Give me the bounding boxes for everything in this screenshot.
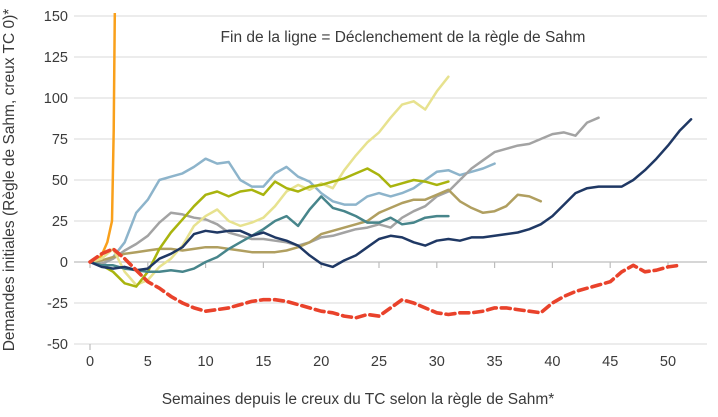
series-line-teal [88, 195, 450, 274]
series-line-tan [88, 188, 543, 264]
y-tick-label: 75 [52, 132, 68, 148]
x-tick-label: 15 [255, 354, 271, 370]
y-tick-label: 100 [44, 91, 68, 107]
y-tick-label: -50 [47, 337, 68, 353]
x-tick-label: 50 [660, 354, 676, 370]
x-tick-label: 20 [313, 354, 329, 370]
y-tick-label: 50 [52, 173, 68, 189]
x-tick-label: 45 [602, 354, 618, 370]
y-tick-label: 125 [44, 50, 68, 66]
chart-annotation: Fin de la ligne = Déclenchement de la rè… [221, 29, 586, 46]
series-line-gray [88, 116, 600, 265]
series-line-red-dashed-current [88, 247, 682, 320]
y-tick-label: 25 [52, 214, 68, 230]
x-tick-label: 25 [371, 354, 387, 370]
x-tick-label: 0 [86, 354, 94, 370]
series-line-pale-yellow [88, 75, 450, 287]
x-axis-title: Semaines depuis le creux du TC selon la … [162, 391, 555, 408]
series-line-orange-spike [88, 13, 117, 264]
x-tick-label: 10 [198, 354, 214, 370]
x-tick-label: 5 [144, 354, 152, 370]
gridlines [74, 15, 707, 350]
y-tick-label: 150 [44, 9, 68, 25]
y-axis-title: Demandes initiales (Règle de Sahm, creux… [1, 9, 18, 352]
x-tick-label: 40 [544, 354, 560, 370]
y-tick-label: -25 [47, 296, 68, 312]
x-tick-label: 35 [487, 354, 503, 370]
x-tick-label: 30 [429, 354, 445, 370]
series-line-light-blue [88, 157, 496, 267]
tick-labels: -50 -25 0 25 50 75 100 125 150 0 5 10 15 20 25 30 35 40 45… [44, 9, 676, 370]
series-lines [88, 13, 693, 320]
y-tick-label: 0 [60, 255, 68, 271]
series-line-navy [88, 118, 693, 272]
